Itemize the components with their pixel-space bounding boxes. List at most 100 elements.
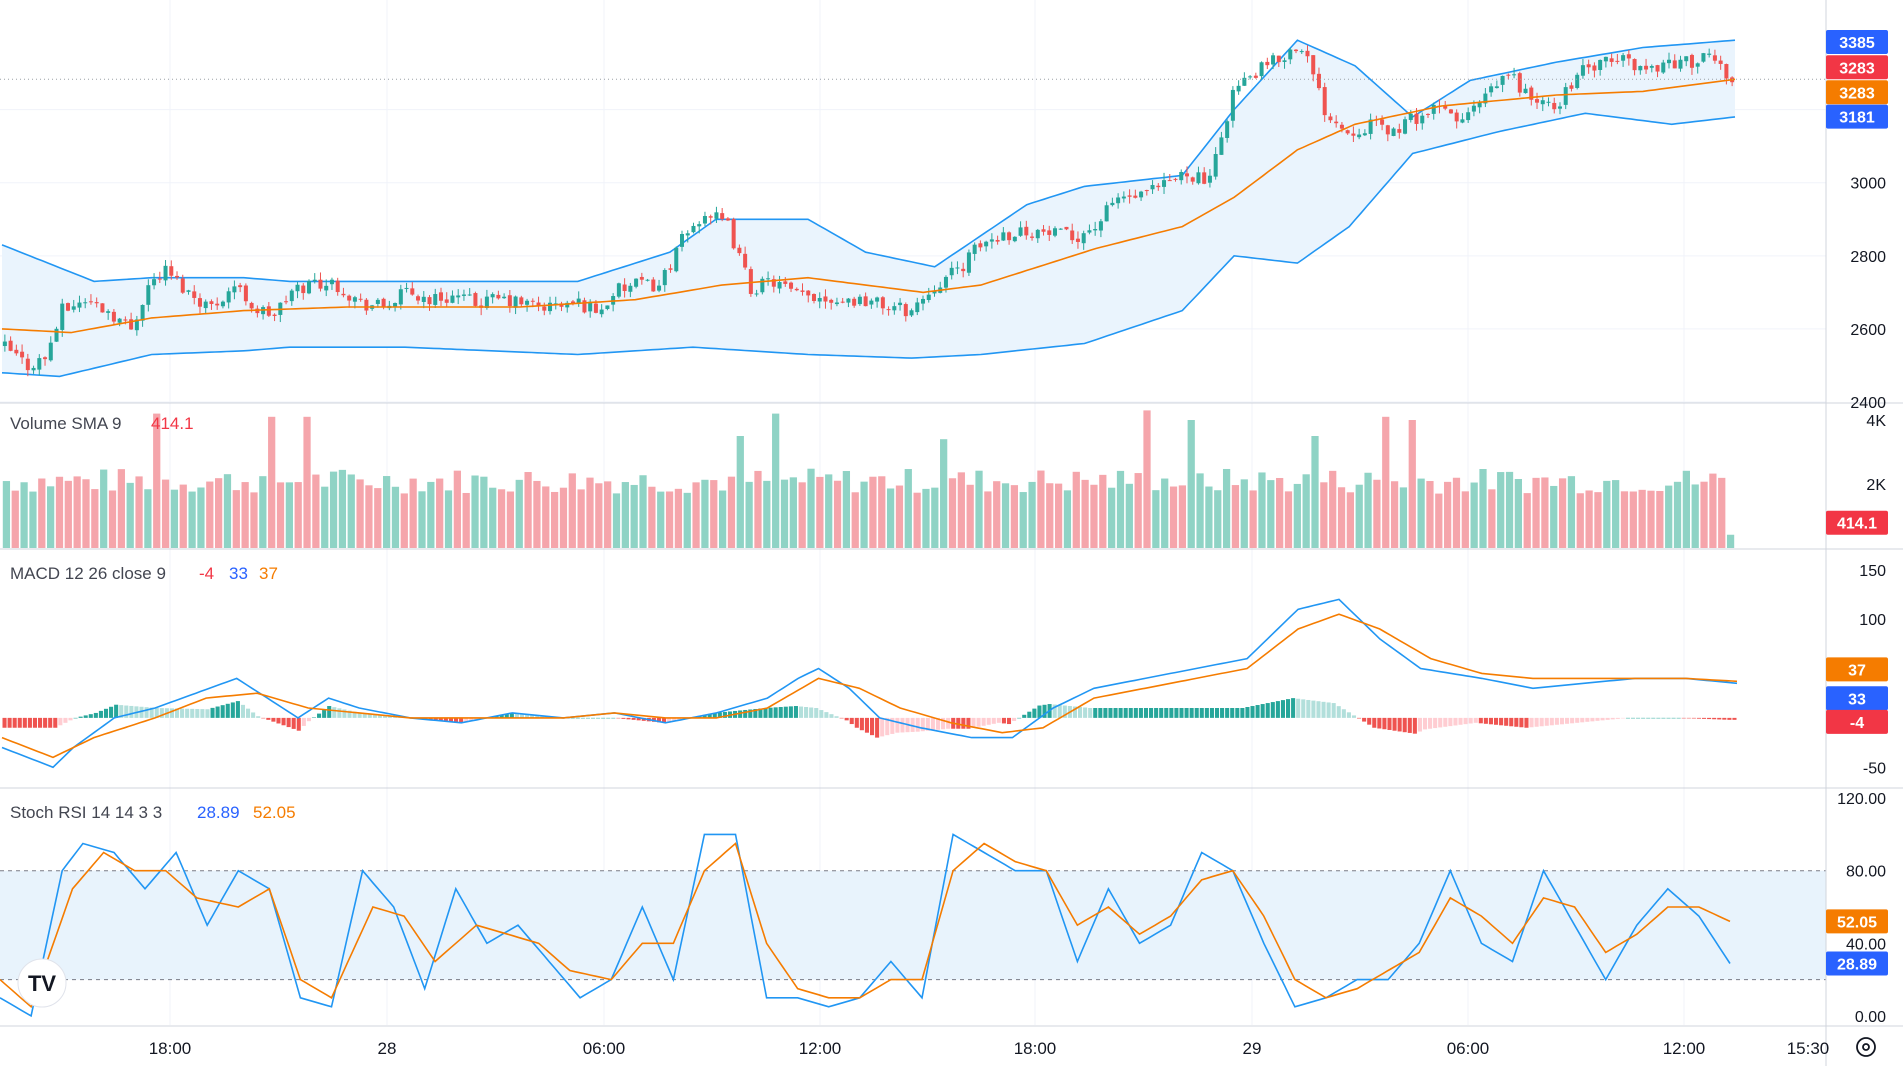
candle-body (880, 297, 885, 309)
candle (829, 298, 834, 310)
candle (1184, 166, 1189, 184)
macd-histogram-bar (570, 717, 575, 719)
candle (1294, 49, 1299, 54)
candle-body (863, 296, 868, 307)
candle-body (1695, 63, 1700, 67)
candle (892, 302, 897, 315)
macd-histogram-bar (961, 717, 966, 729)
macd-histogram-bar (1326, 702, 1331, 718)
candle (1018, 221, 1023, 237)
candle-body (679, 233, 685, 247)
macd-histogram-bar (1453, 717, 1458, 726)
candle-body (243, 285, 248, 302)
macd-panel[interactable]: MACD 12 26 close 9 -4 33 37 (1, 564, 1738, 769)
macd-histogram-bar (494, 715, 499, 718)
candle-body (284, 301, 289, 303)
macd-histogram-bar (606, 717, 611, 719)
volume-bar (816, 476, 824, 548)
candle (1397, 123, 1402, 139)
volume-bar (1214, 490, 1222, 548)
candle (375, 298, 380, 308)
macd-histogram-bar (1524, 717, 1529, 728)
macd-histogram-bar (1285, 699, 1291, 718)
candle-body (438, 292, 443, 301)
candle-body (1271, 55, 1276, 65)
volume-bar (1346, 492, 1355, 548)
candle (1460, 113, 1465, 124)
candle (1322, 82, 1327, 122)
candle (1368, 113, 1373, 140)
candle-body (1357, 134, 1362, 138)
macd-histogram-bar (1128, 708, 1133, 718)
candle-body (1064, 226, 1069, 230)
candle (306, 279, 312, 295)
candle-body (1116, 197, 1121, 204)
macd-histogram-bar (1260, 704, 1265, 718)
macd-histogram-bar (38, 717, 43, 728)
candle-body (771, 279, 776, 287)
volume-bar (444, 490, 453, 548)
time-axis[interactable]: 18:00 28 06:00 12:00 18:00 29 06:00 12:00 15:30 (149, 1039, 1830, 1058)
volume-bar (1169, 486, 1178, 548)
volume-bar (1108, 487, 1116, 548)
macd-histogram-bar (93, 712, 98, 718)
axis-badge-bg (1826, 55, 1888, 80)
macd-histogram-bar (190, 708, 195, 718)
candle-body (1540, 100, 1545, 105)
macd-histogram-bar (1214, 708, 1220, 718)
candle (490, 292, 495, 304)
volume-bar (878, 476, 886, 548)
macd-histogram-bar (12, 717, 17, 728)
candle-body (1552, 102, 1557, 110)
volume-bar (453, 470, 461, 548)
candle-body (760, 278, 765, 293)
candle (1512, 67, 1517, 79)
candle-body (1362, 133, 1367, 136)
macd-histogram-bar (956, 717, 961, 729)
candle-body (60, 303, 65, 330)
candle (1219, 131, 1224, 155)
candle-body (966, 252, 971, 273)
candle-body (1242, 77, 1247, 86)
candle (1598, 59, 1603, 76)
volume-bar (922, 488, 930, 548)
stoch-rsi-panel[interactable]: Stoch RSI 14 14 3 3 28.89 52.05 (0, 803, 1826, 1018)
axis-badge-label: 52.05 (1837, 914, 1877, 931)
volume-bar (170, 489, 179, 548)
candle-body (972, 244, 977, 254)
candle-body (1598, 59, 1603, 70)
axis-badge-bg (1826, 510, 1888, 535)
candle-body (1075, 238, 1080, 242)
candle-body (117, 318, 122, 323)
price-panel[interactable] (0, 39, 1826, 378)
volume-panel[interactable]: Volume SMA 9 414.1 (2, 410, 1735, 548)
volume-bar (940, 439, 948, 548)
candle-body (20, 351, 25, 358)
candle-body (1443, 105, 1448, 109)
candle (628, 282, 633, 298)
macd-histogram-bar (1438, 717, 1443, 728)
candle (1345, 129, 1350, 135)
candle-body (197, 298, 202, 307)
tradingview-logo[interactable]: TV (17, 958, 67, 1008)
candle-body (553, 303, 558, 305)
macd-histogram-bar (1412, 717, 1417, 734)
volume-bar (1470, 482, 1478, 548)
macd-histogram-bar (311, 717, 317, 718)
candle (220, 300, 225, 309)
volume-bar (1390, 481, 1399, 548)
stoch-rsi-d-line (0, 842, 1731, 1009)
settings-icon[interactable] (1856, 1037, 1876, 1057)
candle-body (1345, 130, 1350, 134)
candle (324, 279, 329, 297)
volume-bar (1320, 482, 1328, 548)
candle (1506, 73, 1511, 80)
volume-bar (436, 478, 444, 548)
stoch-rsi-d-value: 52.05 (253, 803, 296, 822)
candle (358, 293, 363, 302)
volume-bar (321, 486, 329, 548)
candle (203, 299, 208, 314)
axis-badge-bg (1826, 30, 1888, 55)
